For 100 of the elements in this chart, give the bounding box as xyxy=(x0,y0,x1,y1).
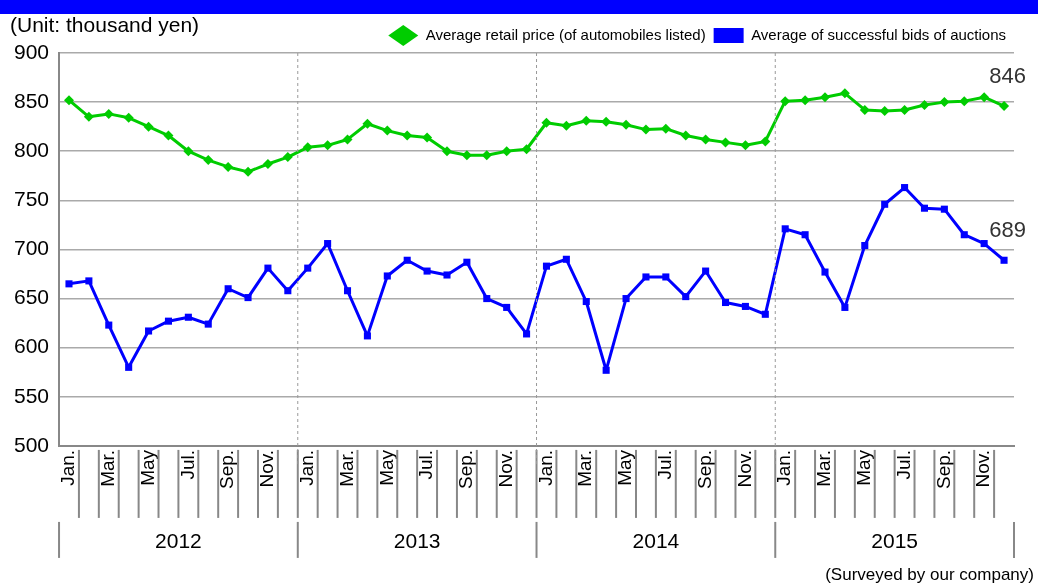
point xyxy=(343,287,352,295)
point xyxy=(523,330,531,338)
x-tick-label: Nov. xyxy=(733,449,755,488)
x-tick-label: Nov. xyxy=(972,449,994,488)
point xyxy=(403,256,411,264)
x-tick-label: May xyxy=(136,449,158,486)
point xyxy=(304,264,312,272)
data-label: 846 xyxy=(989,63,1027,89)
point xyxy=(224,285,232,293)
point xyxy=(702,267,710,275)
point xyxy=(143,121,154,132)
point xyxy=(760,136,771,147)
point xyxy=(861,241,869,250)
point xyxy=(919,100,930,111)
text: 2015 xyxy=(871,528,918,552)
legend-label: Average of successful bids of auctions xyxy=(751,25,1007,43)
point xyxy=(642,273,650,281)
y-tick-label: 800 xyxy=(13,138,50,162)
point xyxy=(741,302,749,310)
point xyxy=(342,134,353,145)
point xyxy=(621,119,632,130)
point xyxy=(960,231,968,239)
point xyxy=(422,132,433,143)
point xyxy=(423,267,431,275)
data-label: 689 xyxy=(989,217,1027,243)
point xyxy=(125,363,133,371)
point xyxy=(562,255,570,263)
x-tick-label: May xyxy=(614,449,636,486)
point xyxy=(720,137,731,148)
x-tick-label: Jan. xyxy=(534,449,556,486)
point xyxy=(881,200,889,208)
point xyxy=(441,146,452,157)
point xyxy=(501,146,512,157)
text: 2012 xyxy=(155,528,202,552)
point xyxy=(145,327,153,335)
x-tick-label: Jul. xyxy=(892,449,914,480)
x-tick-label: Sep. xyxy=(693,449,715,490)
point xyxy=(302,142,313,153)
point xyxy=(85,277,93,285)
x-tick-label: May xyxy=(375,449,397,486)
x-tick-label: Sep. xyxy=(455,449,477,490)
point xyxy=(821,268,829,276)
y-tick-label: 700 xyxy=(13,236,50,260)
point xyxy=(879,105,890,116)
point xyxy=(402,130,413,141)
point xyxy=(262,159,273,169)
point xyxy=(103,108,114,119)
point xyxy=(680,130,691,141)
point xyxy=(123,112,134,123)
point xyxy=(243,166,254,177)
point xyxy=(980,240,988,248)
point xyxy=(781,225,789,233)
point xyxy=(999,101,1010,112)
point xyxy=(682,293,690,301)
point xyxy=(541,117,552,128)
point xyxy=(363,332,371,340)
point xyxy=(284,287,292,295)
point xyxy=(602,366,610,374)
point xyxy=(920,204,929,212)
point xyxy=(163,130,174,141)
x-tick-label: Sep. xyxy=(216,449,238,490)
point xyxy=(939,97,950,108)
text: (Surveyed by our company) xyxy=(825,565,1034,585)
x-tick-label: Nov. xyxy=(256,449,278,488)
point xyxy=(601,116,612,127)
point xyxy=(581,115,592,126)
x-tick-label: Nov. xyxy=(494,449,516,488)
point xyxy=(223,161,234,172)
point xyxy=(801,231,809,239)
point xyxy=(382,125,393,136)
point xyxy=(979,92,990,103)
point xyxy=(721,298,730,307)
x-tick-label: Jan. xyxy=(773,449,795,486)
point xyxy=(362,118,373,129)
point xyxy=(244,294,252,302)
point xyxy=(481,150,492,161)
point xyxy=(282,152,293,163)
point xyxy=(859,104,870,115)
y-axis-title: (Unit: thousand yen) xyxy=(10,13,200,37)
point xyxy=(324,240,332,248)
point xyxy=(940,205,948,213)
y-tick-label: 550 xyxy=(13,383,50,407)
point xyxy=(105,321,113,329)
y-tick-label: 650 xyxy=(13,285,50,309)
x-tick-label: Jul. xyxy=(654,449,676,480)
point xyxy=(83,111,94,122)
x-tick-label: Mar. xyxy=(97,449,119,487)
point xyxy=(841,303,849,311)
point xyxy=(322,140,333,151)
point xyxy=(184,313,192,321)
y-tick-label: 750 xyxy=(13,187,50,211)
point xyxy=(561,120,572,131)
point xyxy=(582,297,590,306)
point xyxy=(204,320,212,328)
point xyxy=(700,134,711,145)
text: 2014 xyxy=(632,528,680,552)
x-tick-label: Mar. xyxy=(574,449,596,487)
y-tick-label: 900 xyxy=(13,39,50,63)
point xyxy=(503,303,511,311)
x-tick-label: May xyxy=(853,449,875,486)
